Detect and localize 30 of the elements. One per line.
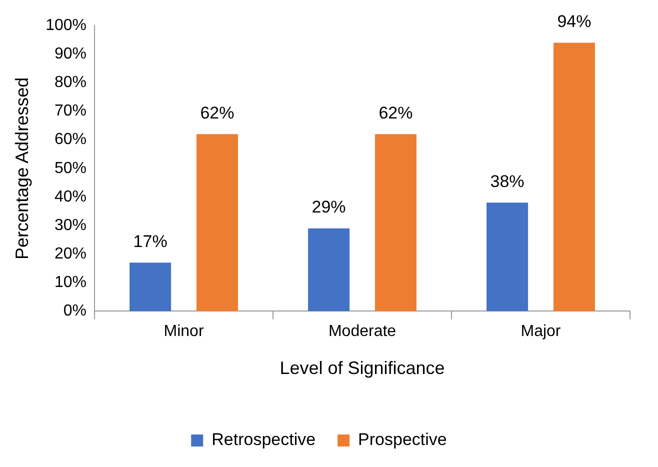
x-tick-label: Moderate — [328, 323, 396, 340]
x-axis-title: Level of Significance — [280, 358, 445, 378]
data-label: 17% — [133, 232, 168, 251]
data-label: 62% — [200, 103, 234, 122]
y-tick-label: 20% — [54, 245, 87, 262]
y-tick-label: 50% — [54, 160, 87, 177]
y-axis-title: Percentage Addressed — [12, 77, 32, 260]
bar — [486, 202, 528, 312]
y-tick-label: 40% — [54, 188, 87, 206]
bar — [196, 134, 238, 312]
legend-label: Retrospective — [212, 430, 316, 450]
data-label: 38% — [490, 172, 524, 191]
y-tick-label: 30% — [54, 216, 87, 234]
y-tick-label: 100% — [46, 17, 87, 34]
bar — [553, 42, 595, 312]
y-tick-label: 70% — [54, 102, 87, 120]
bar — [308, 228, 350, 312]
y-tick-label: 10% — [54, 274, 87, 292]
x-tick-label: Minor — [164, 323, 204, 340]
data-label: 94% — [557, 12, 592, 31]
bar — [130, 262, 172, 312]
bar — [374, 134, 416, 312]
y-tick-label: 80% — [54, 74, 87, 92]
legend-label: Prospective — [358, 430, 447, 450]
x-tick-label: Major — [520, 323, 562, 340]
y-tick-label: 0% — [63, 302, 87, 320]
y-tick-label: 60% — [54, 131, 87, 148]
data-label: 29% — [312, 198, 346, 217]
y-tick-label: 90% — [54, 46, 87, 63]
data-label: 62% — [378, 103, 413, 122]
